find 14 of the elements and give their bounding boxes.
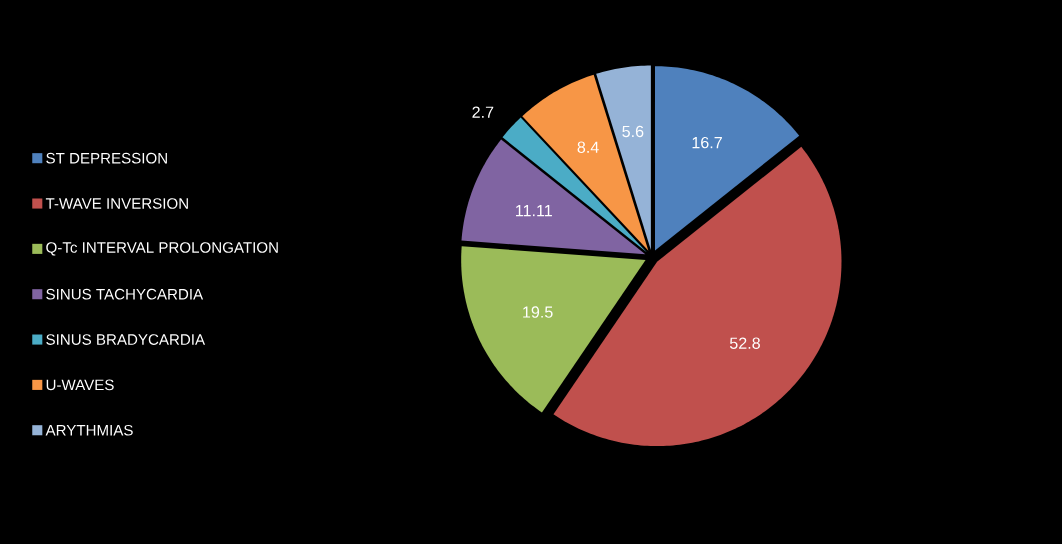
data-label: 16.7	[692, 136, 722, 149]
data-label: 5.6	[622, 125, 644, 138]
legend-label: U-WAVES	[46, 379, 114, 391]
data-label: 52.8	[729, 337, 760, 349]
legend-label: ST DEPRESSION	[46, 152, 167, 164]
legend-label: Q-Tc INTERVAL PROLONGATION	[46, 242, 278, 256]
legend-label: T-WAVE INVERSION	[45, 198, 188, 209]
legend-label: ARYTHMIAS	[45, 424, 133, 436]
data-label: 8.4	[577, 141, 599, 153]
legend-label: SINUS BRADYCARDIA	[46, 334, 206, 345]
data-label: 2.7	[472, 106, 494, 118]
data-label: 11.11	[516, 205, 552, 217]
data-label: 19.5	[523, 306, 553, 318]
legend-label: SINUS TACHYCARDIA	[46, 288, 204, 300]
